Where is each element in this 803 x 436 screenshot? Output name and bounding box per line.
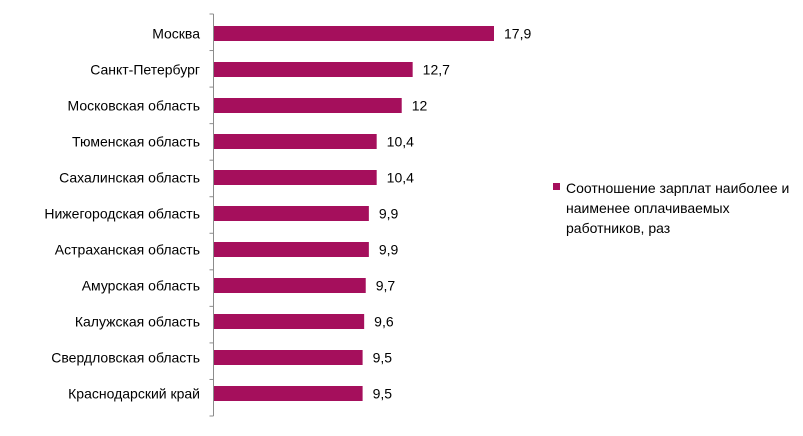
bar — [214, 278, 366, 293]
category-label: Свердловская область — [51, 350, 200, 366]
data-label: 9,9 — [379, 206, 399, 222]
data-label: 9,5 — [373, 386, 393, 402]
data-label: 9,5 — [373, 350, 393, 366]
category-label: Амурская область — [82, 278, 200, 294]
legend-swatch — [553, 183, 560, 190]
category-label: Тюменская область — [72, 134, 200, 150]
category-label: Московская область — [68, 98, 200, 114]
data-label: 17,9 — [504, 26, 531, 42]
bar — [214, 62, 413, 77]
bar — [214, 98, 402, 113]
bar — [214, 386, 363, 401]
data-label: 9,7 — [376, 278, 396, 294]
data-label: 9,6 — [374, 314, 394, 330]
category-label: Астраханская область — [55, 242, 200, 258]
legend: Соотношение зарплат наиболее и наименее … — [553, 178, 798, 238]
data-label: 9,9 — [379, 242, 399, 258]
legend-label: Соотношение зарплат наиболее и наименее … — [566, 180, 790, 236]
category-label: Москва — [152, 26, 200, 42]
bar — [214, 206, 369, 221]
bar — [214, 26, 494, 41]
data-label: 12,7 — [423, 62, 450, 78]
category-label: Калужская область — [75, 314, 200, 330]
category-label: Сахалинская область — [59, 170, 200, 186]
data-label: 10,4 — [387, 134, 414, 150]
category-label: Краснодарский край — [68, 386, 200, 402]
category-label: Нижегородская область — [44, 206, 200, 222]
bar — [214, 350, 363, 365]
bar — [214, 314, 365, 329]
bar — [214, 170, 377, 185]
bar — [214, 242, 369, 257]
data-label: 12 — [412, 98, 428, 114]
bar — [214, 134, 377, 149]
category-label: Санкт-Петербург — [90, 62, 200, 78]
data-label: 10,4 — [387, 170, 414, 186]
